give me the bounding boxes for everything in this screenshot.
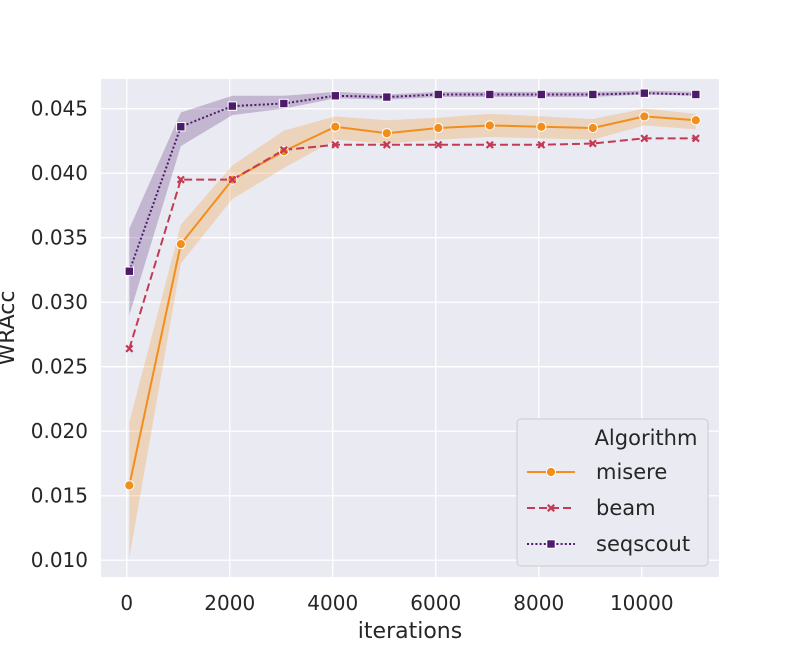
misere-point	[484, 120, 495, 131]
misere-line	[128, 115, 696, 486]
misere-point	[330, 121, 341, 132]
seqscout-point	[124, 266, 135, 276]
seqscout-point	[279, 98, 289, 109]
seqscout-point	[485, 89, 495, 100]
y-tick-label: 0.025	[31, 355, 88, 379]
misere-point	[433, 122, 444, 134]
y-tick-labels: 0.010 0.015 0.020 0.025 0.030 0.035 0.040 0.045	[31, 97, 88, 573]
seqscout-point	[691, 89, 701, 100]
legend-title: Algorithm	[595, 426, 698, 450]
misere-point	[175, 239, 186, 250]
y-tick-label: 0.040	[31, 161, 88, 185]
beam-point	[279, 145, 288, 154]
series-lines	[128, 92, 696, 486]
beam-point	[537, 140, 546, 149]
legend-seqscout-label: seqscout	[596, 532, 690, 556]
seqscout-point	[382, 92, 392, 102]
y-tick-label: 0.030	[31, 290, 88, 314]
beam-point	[176, 175, 185, 184]
misere-point	[587, 122, 598, 134]
misere-point	[124, 480, 135, 491]
x-tick-label: 10000	[610, 591, 674, 615]
beam-point	[125, 344, 134, 353]
legend-items: misere beam seqscout	[527, 460, 690, 556]
seqscout-point	[330, 91, 341, 101]
beam-point	[434, 140, 443, 149]
x-tick-labels: 0 2000 4000 6000 8000 10000	[120, 591, 673, 615]
misere-point	[536, 121, 547, 132]
legend-beam-label: beam	[596, 496, 656, 520]
x-tick-label: 6000	[410, 591, 461, 615]
confidence-bands	[129, 90, 696, 558]
seqscout-point	[639, 88, 650, 98]
legend-box	[516, 418, 709, 567]
x-axis-label: iterations	[358, 619, 462, 644]
y-tick-label: 0.020	[31, 419, 88, 443]
x-tick-label: 0	[120, 591, 133, 615]
y-axis-label: WRAcc	[0, 290, 20, 365]
legend-beam-marker	[547, 504, 555, 512]
legend-misere-marker	[545, 466, 557, 478]
grid-lines	[101, 79, 719, 577]
beam-point	[331, 140, 340, 149]
x-tick-label: 2000	[204, 591, 255, 615]
x-tick-label: 4000	[307, 591, 358, 615]
seqscout-point	[227, 101, 238, 111]
beam-point	[382, 140, 391, 149]
y-tick-label: 0.035	[31, 226, 88, 250]
y-tick-label: 0.045	[31, 97, 88, 121]
beam-point	[588, 139, 597, 148]
beam-line	[128, 137, 696, 349]
seqscout-point	[536, 89, 547, 100]
legend: Algorithm misere beam seqscout	[516, 418, 709, 567]
seqscout-point	[588, 89, 598, 100]
beam-point	[485, 140, 494, 149]
seqscout-point	[176, 122, 186, 132]
misere-point	[381, 128, 392, 139]
series-markers	[124, 88, 701, 491]
seqscout-point	[433, 89, 444, 100]
legend-misere-label: misere	[596, 460, 667, 484]
y-tick-label: 0.010	[31, 548, 88, 572]
y-tick-label: 0.015	[31, 484, 88, 508]
x-tick-label: 8000	[513, 591, 564, 615]
beam-point	[640, 134, 649, 143]
misere-point	[690, 115, 701, 126]
legend-seqscout-marker	[546, 539, 556, 549]
misere-point	[639, 111, 650, 122]
beam-point	[228, 175, 237, 184]
seqscout-confidence-band	[129, 90, 696, 316]
beam-point	[691, 134, 700, 143]
